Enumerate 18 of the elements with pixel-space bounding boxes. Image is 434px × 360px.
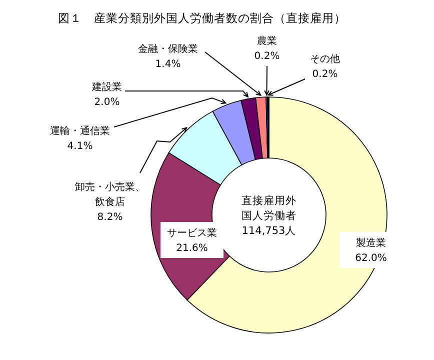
slice-label: その他 bbox=[310, 53, 340, 65]
data-label: 2.0% bbox=[94, 97, 120, 108]
data-label: 1.4% bbox=[155, 59, 181, 70]
data-label: 4.1% bbox=[67, 141, 93, 152]
slice-label: 農業 bbox=[257, 35, 277, 47]
slice-label: 金融・保険業 bbox=[138, 43, 198, 55]
slice-label: 卸売・小売業、飲食店 bbox=[75, 181, 145, 208]
slice-label: 製造業 bbox=[356, 237, 386, 249]
data-label: 21.6% bbox=[176, 243, 208, 254]
slice-label: サービス業 bbox=[167, 227, 217, 239]
slice-label: 運輸・通信業 bbox=[50, 125, 110, 137]
text: 直接雇用外国人労働者114,753人 bbox=[242, 194, 296, 237]
chart-title: 図１ 産業分類別外国人労働者数の割合（直接雇用） bbox=[58, 11, 346, 25]
slice-label: 建設業 bbox=[91, 81, 122, 93]
data-label: 62.0% bbox=[355, 253, 387, 264]
data-label: 0.2% bbox=[254, 51, 280, 62]
data-label: 0.2% bbox=[312, 69, 338, 80]
data-label: 8.2% bbox=[97, 212, 123, 223]
